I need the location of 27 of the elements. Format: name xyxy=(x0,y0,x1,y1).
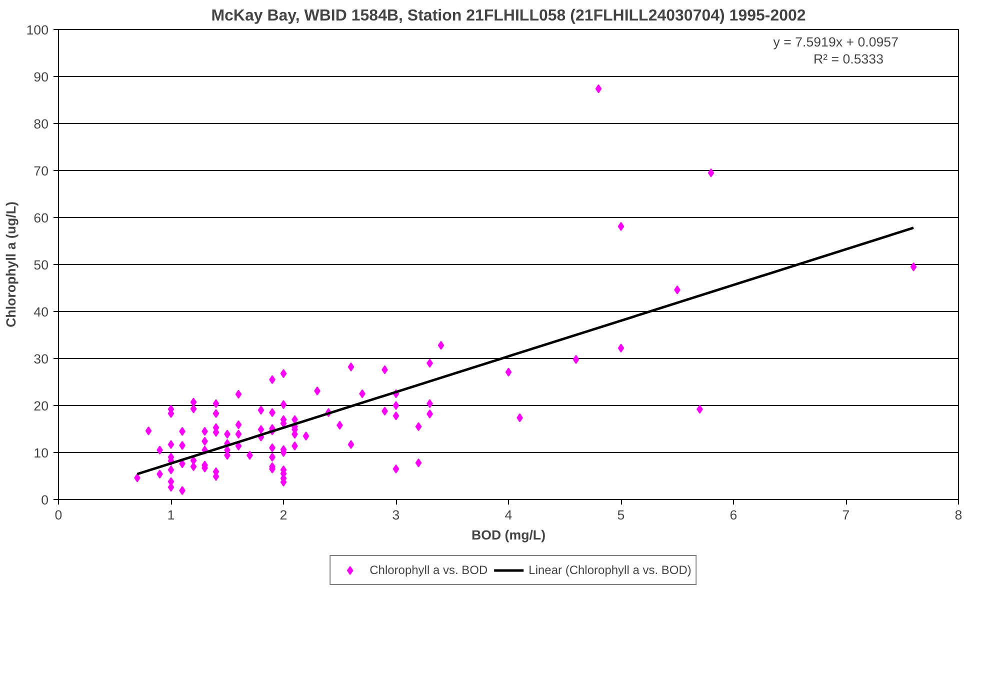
y-tick-label: 60 xyxy=(34,210,49,226)
chart-title: McKay Bay, WBID 1584B, Station 21FLHILL058 (21FLHILL24030704) 1995-2002 xyxy=(211,8,806,24)
x-tick-label: 5 xyxy=(617,508,625,522)
x-tick-label: 7 xyxy=(842,508,850,522)
y-axis-title: Chlorophyll a (ug/L) xyxy=(3,202,18,328)
annotation: y = 7.5919x + 0.0957 xyxy=(773,34,899,50)
y-tick-label: 80 xyxy=(34,116,49,132)
annotation: R² = 0.5333 xyxy=(813,52,884,66)
legend-label: Chlorophyll a vs. BOD xyxy=(370,563,488,577)
legend-label: Linear (Chlorophyll a vs. BOD) xyxy=(528,563,692,577)
y-tick-label: 50 xyxy=(34,258,49,272)
x-tick-label: 4 xyxy=(504,508,513,522)
x-tick-label: 8 xyxy=(954,508,962,522)
y-tick-label: 0 xyxy=(41,492,49,508)
y-tick-label: 30 xyxy=(34,352,49,366)
x-tick-label: 1 xyxy=(167,508,175,522)
y-tick-label: 10 xyxy=(34,446,49,460)
x-axis-title: BOD (mg/L) xyxy=(471,528,546,542)
x-tick-label: 3 xyxy=(392,508,400,522)
x-tick-label: 2 xyxy=(280,508,288,522)
y-tick-label: 90 xyxy=(34,70,49,84)
y-tick-label: 40 xyxy=(34,304,49,320)
y-tick-label: 70 xyxy=(34,164,49,178)
y-tick-label: 20 xyxy=(34,398,49,414)
y-tick-label: 100 xyxy=(26,22,49,38)
x-tick-label: 6 xyxy=(730,508,738,522)
x-tick-label: 0 xyxy=(54,508,62,522)
